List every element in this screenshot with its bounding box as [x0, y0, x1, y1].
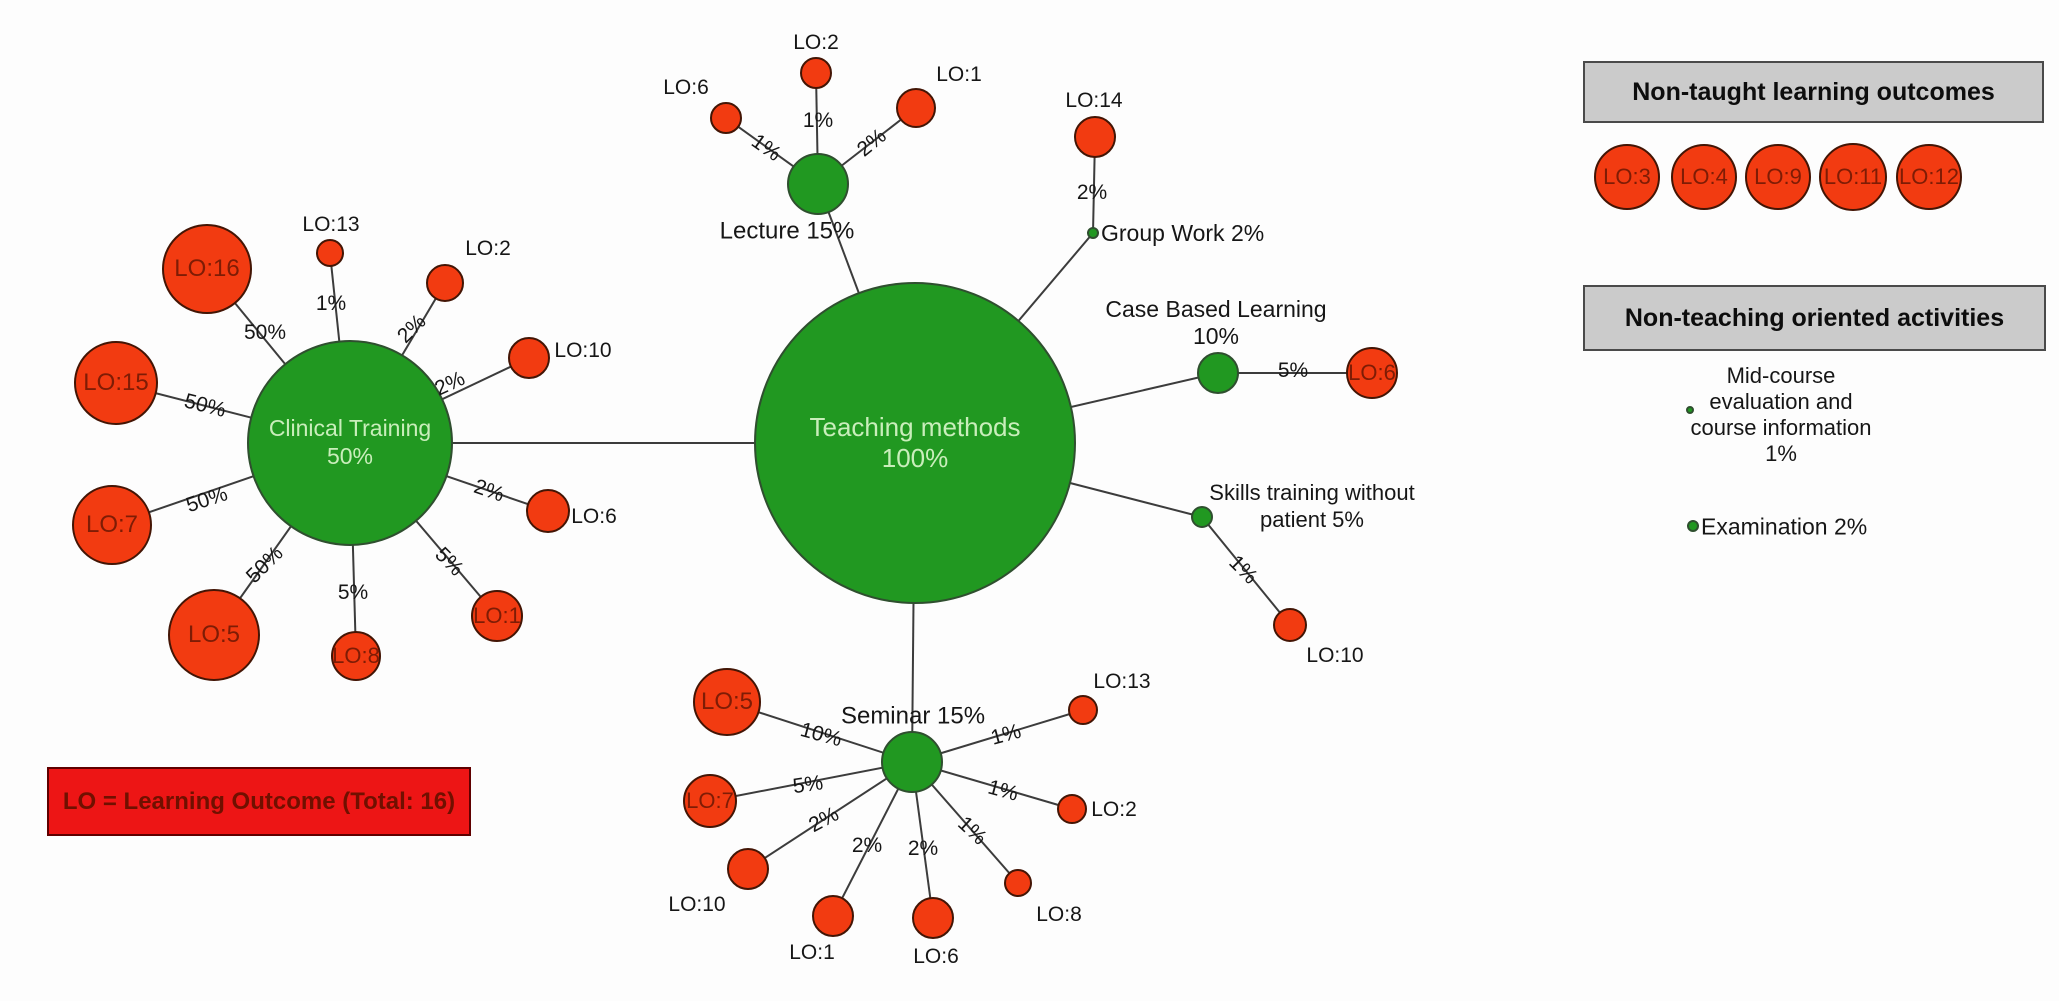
- edge-clinical-lo2c: [349, 282, 446, 444]
- midcourse-evaluation-note: Mid-course evaluation and course informa…: [1690, 363, 1872, 466]
- edge-seminar-lo5s: [726, 701, 913, 763]
- learning-outcome-legend: LO = Learning Outcome (Total: 16): [47, 767, 471, 836]
- edge-clinical-lo10c: [349, 357, 530, 444]
- learning-outcome-legend-text: LO = Learning Outcome (Total: 16): [62, 787, 456, 815]
- edge-lecture-lo2l: [815, 72, 819, 185]
- non-teaching-activities-title: Non-teaching oriented activities: [1624, 303, 2005, 332]
- non-taught-outcomes-title: Non-taught learning outcomes: [1632, 77, 1995, 106]
- edge-seminar-lo2s: [911, 761, 1073, 810]
- edge-clinical-lo8c: [349, 442, 357, 657]
- edge-teaching-groupwork: [914, 232, 1094, 444]
- examination-note: Examination 2%: [1701, 513, 1868, 540]
- edge-teaching-lecture: [817, 183, 916, 444]
- edge-clinical-lo5c: [213, 442, 351, 636]
- non-taught-outcomes-header: Non-taught learning outcomes: [1583, 61, 2044, 123]
- edge-groupwork-lo14: [1092, 136, 1096, 234]
- edge-skills-lo10sk: [1201, 516, 1291, 626]
- edge-seminar-lo1s: [832, 761, 913, 917]
- edge-clinical-lo13c: [329, 252, 351, 444]
- edge-lecture-lo1l: [817, 107, 917, 185]
- edge-seminar-lo8s: [911, 761, 1019, 884]
- edge-teaching-cbl: [914, 372, 1219, 444]
- edge-seminar-lo6s: [911, 761, 934, 919]
- edge-seminar-lo13s: [911, 709, 1084, 763]
- non-teaching-activities-header: Non-teaching oriented activities: [1583, 285, 2046, 351]
- edge-clinical-lo7c: [111, 442, 351, 526]
- edge-teaching-seminar: [911, 442, 916, 763]
- edge-teaching-skills: [914, 442, 1203, 518]
- edge-clinical-lo15: [115, 382, 351, 444]
- edge-clinical-lo16: [206, 268, 351, 444]
- edge-lecture-lo6l: [725, 117, 819, 185]
- edge-seminar-lo7s: [709, 761, 913, 802]
